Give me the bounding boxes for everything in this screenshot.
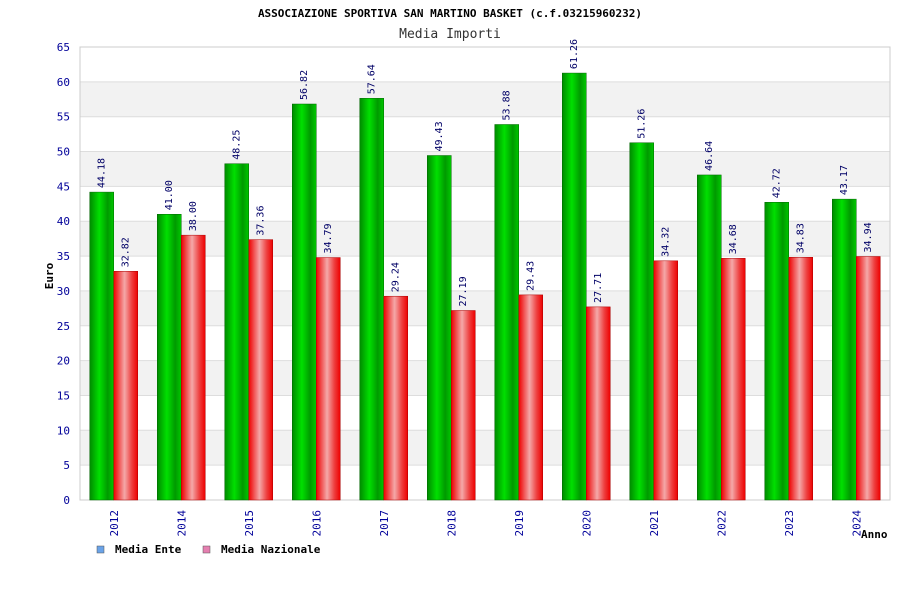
bar-media-nazionale-2012 [113, 271, 138, 501]
value-label: 37.36 [256, 206, 267, 236]
x-tick-label: 2015 [243, 510, 256, 537]
bar-media-ente-2021 [629, 142, 654, 501]
value-label: 38.00 [188, 201, 199, 231]
value-label: 34.83 [796, 223, 807, 253]
x-tick-label: 2014 [175, 510, 188, 537]
y-tick-label: 40 [57, 215, 70, 228]
plot-area-border [79, 46, 891, 501]
legend: Media Ente Media Nazionale [96, 543, 321, 556]
grid-band [80, 290, 890, 326]
bar-media-ente-2012 [89, 191, 114, 501]
bar-media-nazionale-2014 [181, 234, 206, 501]
value-label: 44.18 [97, 158, 108, 188]
y-tick-label: 30 [57, 285, 70, 298]
value-label: 29.43 [526, 261, 537, 291]
y-axis-ticks: 0 5 10 15 20 25 30 35 40 45 50 55 60 65 [57, 41, 70, 507]
value-label: 56.82 [299, 70, 310, 100]
x-tick-label: 2022 [715, 510, 728, 537]
grid-band [80, 81, 890, 117]
bar-media-ente-2018 [427, 155, 452, 501]
bars [89, 72, 881, 501]
value-label: 48.25 [232, 130, 243, 160]
bar-media-nazionale-2018 [451, 310, 476, 501]
chart-title: ASSOCIAZIONE SPORTIVA SAN MARTINO BASKET… [258, 7, 642, 20]
bar-media-nazionale-2015 [248, 239, 273, 501]
value-label: 34.79 [323, 223, 334, 253]
bar-media-nazionale-2023 [788, 257, 813, 501]
x-axis-ticks: 2012 2014 2015 2016 2017 2018 2019 2020 2021 2022… [108, 510, 864, 537]
value-label: 34.32 [661, 227, 672, 257]
x-tick-label: 2017 [378, 510, 391, 537]
value-label: 41.00 [164, 180, 175, 210]
chart-subtitle: Media Importi [399, 27, 501, 42]
y-tick-label: 50 [57, 146, 70, 159]
bar-media-nazionale-2022 [721, 258, 746, 501]
y-tick-label: 15 [57, 389, 70, 402]
grid-band [80, 430, 890, 466]
value-label: 27.71 [593, 273, 604, 303]
grid-band [80, 151, 890, 187]
bar-media-nazionale-2021 [653, 260, 678, 501]
x-tick-label: 2019 [513, 510, 526, 537]
y-tick-label: 60 [57, 76, 70, 89]
x-tick-label: 2024 [850, 510, 863, 537]
grid-band [80, 360, 890, 396]
y-tick-label: 0 [63, 494, 70, 507]
x-tick-label: 2020 [580, 510, 593, 537]
value-label: 29.24 [391, 262, 402, 292]
bar-media-nazionale-2016 [316, 257, 341, 501]
bar-media-ente-2017 [359, 98, 384, 501]
bar-media-ente-2022 [697, 174, 722, 501]
y-tick-label: 35 [57, 250, 70, 263]
bar-media-ente-2023 [764, 202, 789, 501]
value-label: 53.88 [502, 90, 513, 120]
bar-media-ente-2015 [224, 163, 249, 501]
bar-media-ente-2016 [292, 103, 317, 501]
value-label: 42.72 [772, 168, 783, 198]
legend-swatch-media-nazionale [202, 545, 211, 554]
x-tick-label: 2021 [648, 510, 661, 537]
value-label: 34.68 [728, 224, 739, 254]
value-label: 46.64 [704, 141, 715, 171]
bar-media-nazionale-2017 [383, 295, 408, 501]
value-label: 43.17 [839, 165, 850, 195]
value-label: 61.26 [569, 39, 580, 69]
value-label: 51.26 [637, 109, 648, 139]
x-tick-label: 2023 [783, 510, 796, 537]
value-label: 57.64 [367, 64, 378, 94]
bar-media-ente-2020 [562, 72, 587, 501]
y-tick-label: 45 [57, 180, 70, 193]
bar-media-nazionale-2024 [856, 256, 881, 501]
bar-media-nazionale-2020 [586, 306, 611, 501]
y-axis-label: Euro [43, 262, 56, 289]
x-tick-label: 2016 [310, 510, 323, 537]
value-labels: 44.18 32.82 41.00 38.00 48.25 37.36 56.82 34.79… [97, 39, 875, 307]
x-tick-label: 2012 [108, 510, 121, 537]
bar-media-nazionale-2019 [518, 294, 543, 501]
value-label: 27.19 [458, 276, 469, 306]
y-tick-label: 55 [57, 111, 70, 124]
value-label: 32.82 [121, 237, 132, 267]
legend-label-media-nazionale: Media Nazionale [221, 543, 321, 556]
bar-media-ente-2014 [157, 214, 182, 501]
y-tick-label: 5 [63, 459, 70, 472]
y-tick-label: 65 [57, 41, 70, 54]
y-tick-label: 10 [57, 424, 70, 437]
value-label: 49.43 [434, 121, 445, 151]
grid-bands [80, 81, 890, 466]
legend-swatch-media-ente [96, 545, 105, 554]
bar-media-ente-2024 [832, 198, 857, 501]
value-label: 34.94 [863, 222, 874, 252]
x-tick-label: 2018 [445, 510, 458, 537]
legend-label-media-ente: Media Ente [115, 543, 182, 556]
y-tick-label: 25 [57, 320, 70, 333]
x-axis-label: Anno [861, 528, 888, 541]
grid-band [80, 221, 890, 257]
bar-media-ente-2019 [494, 124, 519, 501]
y-tick-label: 20 [57, 355, 70, 368]
